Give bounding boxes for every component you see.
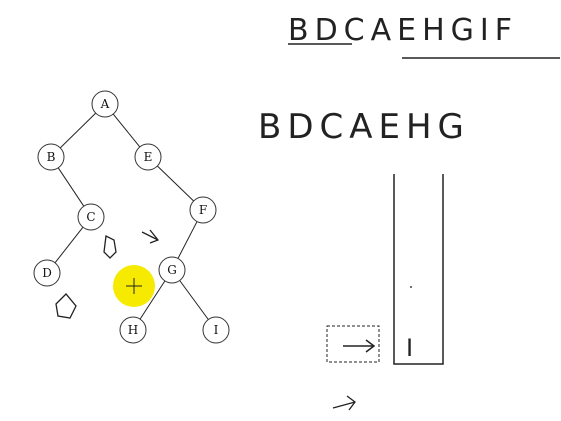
tree-node-c: C bbox=[77, 203, 105, 231]
tree-node-f: F bbox=[189, 196, 217, 224]
arrow-right-icon bbox=[141, 229, 160, 244]
null-scribble-d-left bbox=[55, 293, 77, 319]
middle-sequence: BDCAEHG bbox=[258, 107, 470, 147]
pointer-box bbox=[326, 325, 380, 363]
stack-item-label: I bbox=[406, 334, 419, 362]
tree-nodes: A B E C F D G H I bbox=[33, 90, 230, 344]
tree-edge-e-f bbox=[157, 165, 194, 202]
stack: I bbox=[393, 174, 444, 365]
tree-node-label: C bbox=[86, 210, 95, 224]
tree-edge-f-g bbox=[177, 221, 198, 259]
tree-node-label: F bbox=[199, 203, 207, 217]
arrow-right-icon bbox=[332, 395, 356, 411]
tree-edge-a-e bbox=[112, 113, 141, 148]
tree-edge-g-h bbox=[139, 280, 166, 320]
arrow-right-icon bbox=[343, 339, 376, 353]
top-right-sequence-group: BDCAEHGIF bbox=[288, 13, 560, 59]
tree-node-label: B bbox=[47, 150, 56, 164]
tree-node-g: G bbox=[158, 256, 186, 284]
tree-edge-a-b bbox=[59, 112, 97, 149]
tree-edges bbox=[54, 112, 209, 320]
tree-edge-c-d bbox=[54, 226, 84, 264]
tree-edge-b-c bbox=[57, 167, 85, 207]
crosshair-cursor-icon bbox=[113, 265, 155, 307]
tree-node-b: B bbox=[37, 143, 65, 171]
tree-node-label: E bbox=[144, 150, 153, 164]
top-right-sequence: BDCAEHGIF bbox=[288, 13, 518, 48]
tree-node-label: A bbox=[100, 97, 110, 111]
tree-node-h: H bbox=[119, 316, 147, 344]
tree-node-i: I bbox=[202, 316, 230, 344]
tree-node-label: I bbox=[214, 323, 219, 337]
tree-node-label: G bbox=[167, 263, 177, 277]
tree-node-e: E bbox=[134, 143, 162, 171]
tree-node-label: H bbox=[128, 323, 138, 337]
tree-node-d: D bbox=[33, 259, 61, 287]
tree-node-label: D bbox=[42, 266, 52, 280]
tree-node-a: A bbox=[91, 90, 119, 118]
tree-edge-g-i bbox=[179, 280, 209, 320]
null-scribble-c-right bbox=[103, 235, 117, 259]
